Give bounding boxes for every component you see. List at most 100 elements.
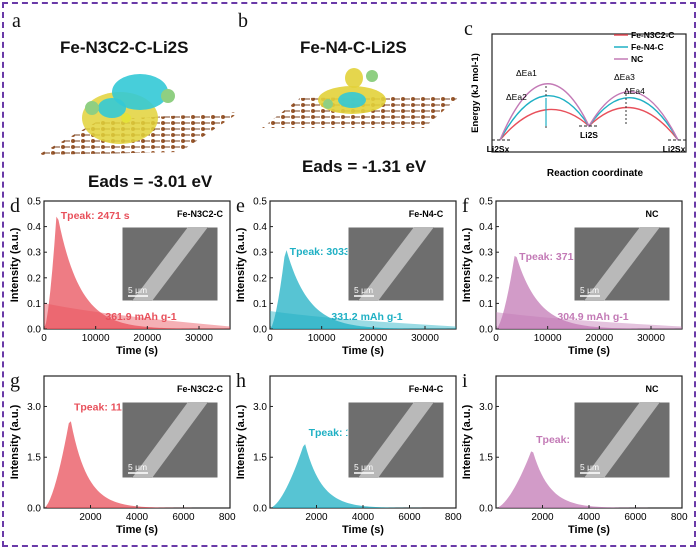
panel-letter-e: e [236,195,245,217]
label-dea1: ΔEa1 [516,68,537,78]
ytick-label-d-3: 0.3 [27,248,41,259]
xtick-label-i-0: 2000 [531,512,554,523]
xtick-label-h-0: 2000 [305,512,328,523]
xtick-label-g-0: 2000 [79,512,102,523]
sem-fiber-d [132,227,208,301]
ytick-label-f-5: 0.5 [479,197,493,208]
ytick-label-f-2: 0.2 [479,273,493,284]
sem-inset-d: 5 μm [121,226,219,302]
area-band-e [270,310,456,329]
series-line-NC [499,83,679,141]
ytick-label-e-2: 0.2 [253,273,267,284]
xtick-label-h-2: 6000 [398,512,421,523]
ytick-label-d-5: 0.5 [27,197,41,208]
scale-text-e: 5 μm [354,285,373,295]
capacity-label-f: 304.9 mAh g-1 [557,311,628,323]
ytick-label-i-0: 0.0 [479,504,493,515]
li-atom-a [85,101,99,115]
axis-ylabel-e: Intensity (a.u.) [235,227,247,302]
capacity-label-d: 361.9 mAh g-1 [105,311,176,323]
chart-g: 0.0 1.5 3.0 2000 4000 6000 8000 Time (s) Intensi… [9,375,236,536]
sample-label-f: NC [646,209,659,219]
scale-text-g: 5 μm [128,462,147,472]
panel-a-title: Fe-N3C2-C-Li2S [60,38,189,57]
ytick-label-d-0: 0.0 [27,325,41,336]
ytick-label-h-1: 1.5 [253,453,267,464]
ytick-label-f-0: 0.0 [479,325,493,336]
ytick-label-h-0: 0.0 [253,504,267,515]
axis-xlabel-d: Time (s) [116,345,158,357]
xtick-label-d-0: 0 [41,333,47,344]
sem-fiber-f [584,227,660,301]
isosurface-cyan-b [338,92,366,108]
label-li2sx-left: Li2Sx [487,144,510,154]
ytick-label-i-2: 3.0 [479,402,493,413]
panel-letter-c: c [464,18,473,40]
chart-h: 0.0 1.5 3.0 2000 4000 6000 8000 Time (s) Intensi… [235,375,462,536]
legend-label-1: Fe-N4-C [631,42,664,52]
panel-b-title: Fe-N4-C-Li2S [300,38,407,57]
legend-label-2: NC [631,54,643,64]
sample-label-d: Fe-N3C2-C [177,209,224,219]
xtick-label-g-2: 6000 [172,512,195,523]
xtick-label-e-2: 20000 [359,333,387,344]
axis-xlabel-g: Time (s) [116,524,158,536]
sample-label-h: Fe-N4-C [409,384,444,394]
peak-label-f: Tpeak: 3711 s [519,251,587,263]
chart-d: 0.0 0.1 0.2 0.3 0.4 0.5 0 10000 20000 30000 Time (… [9,197,231,357]
ytick-label-f-3: 0.3 [479,248,493,259]
ytick-label-g-2: 3.0 [27,402,41,413]
xtick-label-f-0: 0 [493,333,499,344]
sample-label-i: NC [646,384,659,394]
axis-ylabel-f: Intensity (a.u.) [461,227,473,302]
label-li2sx-right: Li2Sx [663,144,686,154]
xtick-label-h-1: 4000 [352,512,375,523]
label-dea3: ΔEa3 [614,72,635,82]
isosurface-cyan-a [112,74,168,110]
panel-letter-g: g [10,370,20,392]
xtick-label-g-1: 4000 [126,512,149,523]
xtick-label-d-3: 30000 [185,333,213,344]
ytick-label-e-4: 0.4 [253,222,267,233]
ytick-label-d-4: 0.4 [27,222,41,233]
xtick-label-i-1: 4000 [578,512,601,523]
ytick-label-e-3: 0.3 [253,248,267,259]
sample-label-e: Fe-N4-C [409,209,444,219]
plot-frame-c [491,33,687,153]
sem-fiber-e [358,227,434,301]
sem-fiber-g [132,402,208,478]
xtick-label-d-1: 10000 [82,333,110,344]
ytick-label-h-2: 3.0 [253,402,267,413]
axis-ylabel-g: Intensity (a.u.) [9,404,21,479]
label-dea2: ΔEa2 [506,92,527,102]
scale-text-h: 5 μm [354,462,373,472]
ytick-label-g-0: 0.0 [27,504,41,515]
xtick-label-f-3: 30000 [637,333,665,344]
sem-inset-i: 5 μm [573,401,671,479]
sem-fiber-h [358,402,434,478]
area-series-h [270,444,456,508]
xtick-label-e-0: 0 [267,333,273,344]
ytick-label-e-1: 0.1 [253,299,267,310]
chart-e: 0.0 0.1 0.2 0.3 0.4 0.5 0 10000 20000 30000 Time (… [235,197,457,357]
xtick-label-i-3: 8000 [671,512,688,523]
ytick-label-i-1: 1.5 [479,453,493,464]
area-series-f [496,255,682,329]
area-band-d [44,303,230,329]
xtick-label-e-1: 10000 [308,333,336,344]
peak-label-e: Tpeak: 3033 s [290,246,359,258]
panel-letter-b: b [238,10,248,32]
sem-fiber-i [584,402,660,478]
sem-inset-f: 5 μm [573,226,671,302]
legend-label-0: Fe-N3C2-C [631,30,674,40]
area-series-g [44,421,230,508]
li-atom-b [366,70,378,82]
ytick-label-e-0: 0.0 [253,325,267,336]
ytick-label-f-4: 0.4 [479,222,493,233]
axis-ylabel-c: Energy (kJ mol-1) [470,53,481,133]
chart-c: Energy (kJ mol-1) Reaction coordinate Li2S… [470,30,687,179]
xtick-label-d-2: 20000 [133,333,161,344]
xtick-label-i-2: 6000 [624,512,647,523]
axis-xlabel-h: Time (s) [342,524,384,536]
